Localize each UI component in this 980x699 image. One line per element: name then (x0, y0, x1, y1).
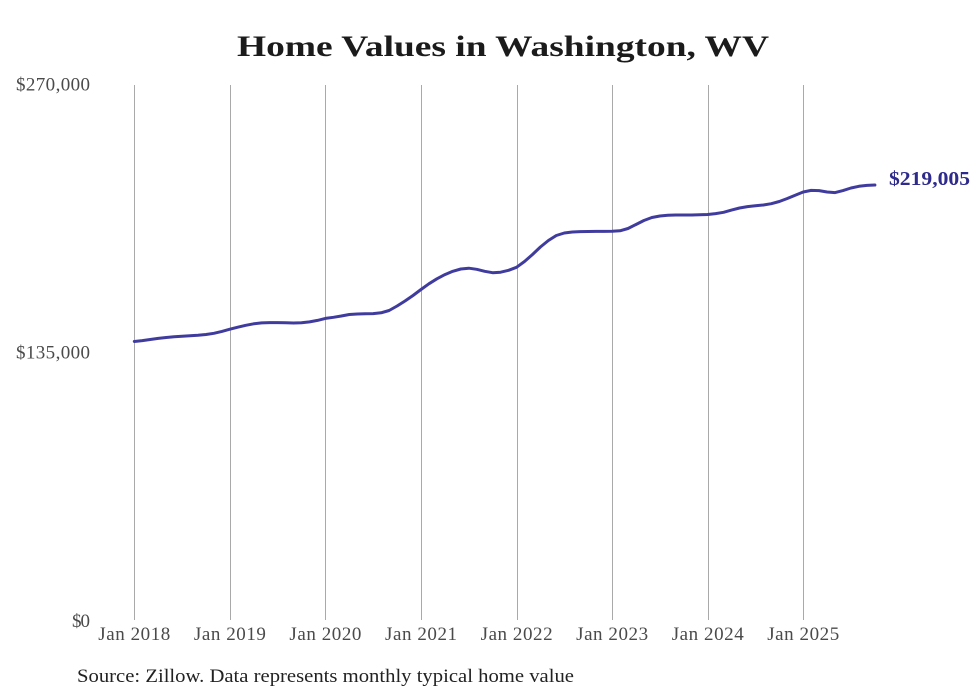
svg-text:$270,000: $270,000 (16, 75, 90, 96)
svg-text:Jan 2022: Jan 2022 (481, 624, 553, 645)
svg-text:$219,005: $219,005 (889, 168, 970, 190)
svg-text:Jan 2018: Jan 2018 (98, 624, 170, 645)
svg-text:Home Values in Washington, WV: Home Values in Washington, WV (237, 30, 769, 63)
svg-text:Jan 2025: Jan 2025 (767, 624, 839, 645)
svg-text:Jan 2023: Jan 2023 (576, 624, 648, 645)
svg-text:$135,000: $135,000 (16, 343, 90, 364)
svg-text:$0: $0 (72, 611, 90, 632)
svg-text:Jan 2024: Jan 2024 (672, 624, 745, 645)
svg-text:Source: Zillow. Data represent: Source: Zillow. Data represents monthly … (77, 666, 574, 687)
svg-text:Jan 2019: Jan 2019 (194, 624, 266, 645)
svg-text:Jan 2021: Jan 2021 (385, 624, 457, 645)
svg-text:Jan 2020: Jan 2020 (289, 624, 361, 645)
